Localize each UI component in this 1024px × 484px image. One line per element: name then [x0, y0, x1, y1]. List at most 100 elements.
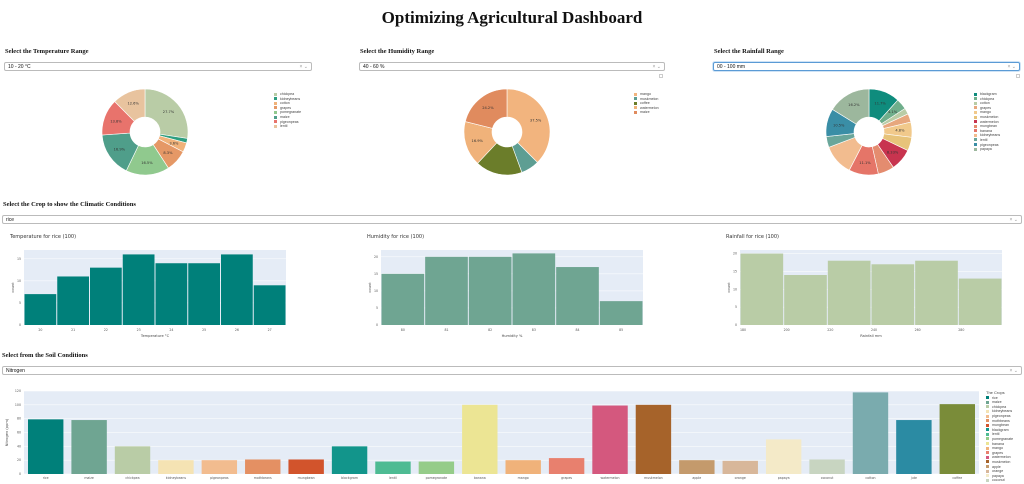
x-tick-label: 22	[104, 328, 108, 332]
histogram-bar	[740, 253, 784, 325]
legend-item-watermelon[interactable]: watermelon	[974, 120, 1000, 125]
legend-item-coconut[interactable]: coconut	[986, 478, 1013, 483]
legend-item-lentil[interactable]: lentil	[986, 432, 1013, 437]
crop-dropdown[interactable]: rice × ⌄	[2, 215, 1022, 224]
soil-bar-maize	[71, 420, 107, 474]
rainfall-range-dropdown[interactable]: 00 - 100 mm × ⌄	[713, 62, 1020, 71]
y-tick-label: 10	[374, 289, 378, 293]
x-tick-label: mungbean	[298, 476, 315, 480]
legend-item-lentil[interactable]: lentil	[274, 124, 301, 129]
legend-item-apple[interactable]: apple	[986, 465, 1013, 470]
soil-bar-jute	[896, 420, 932, 474]
legend-item-chickpea[interactable]: chickpea	[986, 405, 1013, 410]
legend-label: mango	[992, 446, 1003, 451]
legend-item-mothbeans[interactable]: mothbeans	[986, 419, 1013, 424]
legend-swatch	[986, 396, 989, 400]
clear-icon[interactable]: × ⌄	[1007, 64, 1016, 70]
soil-dropdown[interactable]: Nitrogen × ⌄	[2, 366, 1022, 375]
legend-item-chickpea[interactable]: chickpea	[974, 97, 1000, 102]
y-tick-label: 5	[376, 306, 378, 310]
humidity-histogram: Humidity for rice (100) 0 5 10 15 20 80 81 82 83 8…	[367, 234, 643, 338]
donut-slice-mango	[506, 88, 551, 163]
soil-bar-muskmelon	[635, 404, 672, 474]
legend-item-lentil[interactable]: lentil	[974, 138, 1000, 143]
legend-item-rice[interactable]: rice	[986, 396, 1013, 401]
legend-item-muskmelon[interactable]: muskmelon	[986, 460, 1013, 465]
legend-item-maize[interactable]: maize	[986, 400, 1013, 405]
clear-icon[interactable]: × ⌄	[652, 64, 661, 70]
legend-item-mango[interactable]: mango	[986, 446, 1013, 451]
legend-label: cotton	[980, 101, 990, 106]
legend-item-kidneybeans[interactable]: kidneybeans	[974, 133, 1000, 138]
crop-value: rice	[6, 217, 15, 223]
humidity-range-dropdown[interactable]: 40 - 60 % × ⌄	[359, 62, 665, 71]
legend-item-pigeonpeas[interactable]: pigeonpeas	[274, 120, 301, 125]
legend-label: kidneybeans	[980, 133, 1001, 138]
legend-item-mango[interactable]: mango	[634, 92, 659, 97]
y-tick-label: 5	[19, 301, 21, 305]
legend-item-mungbean[interactable]: mungbean	[974, 124, 1000, 129]
clear-icon[interactable]: × ⌄	[299, 64, 308, 70]
y-tick-label: 0	[376, 323, 378, 327]
legend-item-banana[interactable]: banana	[986, 442, 1013, 447]
legend-item-watermelon[interactable]: watermelon	[634, 106, 659, 111]
plot-area	[740, 250, 1002, 325]
legend-item-pomegranate[interactable]: pomegranate	[986, 437, 1013, 442]
y-tick-label: 0	[19, 472, 21, 476]
y-tick-label: 15	[733, 269, 737, 273]
soil-bar-mango	[505, 460, 541, 474]
legend-item-orange[interactable]: orange	[986, 469, 1013, 474]
y-tick-label: 20	[733, 252, 737, 256]
legend-swatch	[274, 97, 277, 101]
chevron-down-icon: ⌄	[1011, 64, 1016, 70]
histogram-bar	[155, 263, 188, 325]
legend-item-mungbean[interactable]: mungbean	[986, 423, 1013, 428]
legend-item-papaya[interactable]: papaya	[974, 147, 1000, 152]
legend-item-maize[interactable]: maize	[274, 115, 301, 120]
legend-item-kidneybeans[interactable]: kidneybeans	[986, 409, 1013, 414]
legend-item-pomegranate[interactable]: pomegranate	[274, 110, 301, 115]
legend-swatch	[274, 106, 277, 110]
legend-item-banana[interactable]: banana	[974, 129, 1000, 134]
legend-item-muskmelon[interactable]: muskmelon	[974, 115, 1000, 120]
donut-slice-label: 4.8%	[895, 129, 905, 133]
legend-label: chickpea	[992, 404, 1007, 409]
rainfall-range-label: Select the Rainfall Range	[714, 48, 784, 55]
legend-item-kidneybeans[interactable]: kidneybeans	[274, 97, 301, 102]
legend-item-grapes[interactable]: grapes	[986, 451, 1013, 456]
legend-item-mango[interactable]: mango	[974, 110, 1000, 115]
histogram-bar	[958, 278, 1002, 325]
donut-slice-label: 16.9%	[114, 148, 126, 152]
legend-item-grapes[interactable]: grapes	[274, 106, 301, 111]
legend-item-papaya[interactable]: papaya	[986, 474, 1013, 479]
legend-swatch	[634, 97, 637, 101]
donut-slice-label: 16.5%	[141, 161, 153, 165]
x-tick-label: blackgram	[341, 476, 358, 480]
temperature-range-dropdown[interactable]: 10 - 20 °C × ⌄	[4, 62, 312, 71]
legend-item-cotton[interactable]: cotton	[274, 101, 301, 106]
histogram-bar	[122, 254, 155, 325]
clear-icon[interactable]: × ⌄	[1009, 217, 1018, 223]
humidity-range-value: 40 - 60 %	[363, 64, 385, 70]
soil-bar-kidneybeans	[158, 460, 194, 474]
legend-item-chickpea[interactable]: chickpea	[274, 92, 301, 97]
x-tick-label: 240	[871, 328, 877, 332]
legend-label: grapes	[280, 105, 291, 110]
soil-conditions-label: Select from the Soil Conditions	[2, 352, 88, 359]
humidity-donut-legend: mango muskmelon coffee watermelon maize	[634, 92, 659, 115]
y-tick-label: 15	[17, 257, 21, 261]
clear-icon[interactable]: × ⌄	[1009, 368, 1018, 374]
legend-item-muskmelon[interactable]: muskmelon	[634, 97, 659, 102]
legend-swatch	[986, 469, 989, 473]
x-tick-label: 25	[202, 328, 206, 332]
legend-item-grapes[interactable]: grapes	[974, 106, 1000, 111]
legend-item-blackgram[interactable]: blackgram	[974, 92, 1000, 97]
legend-item-pigeonpeas[interactable]: pigeonpeas	[986, 414, 1013, 419]
legend-item-coffee[interactable]: coffee	[634, 101, 659, 106]
legend-label: apple	[992, 464, 1001, 469]
legend-item-maize[interactable]: maize	[634, 110, 659, 115]
legend-item-pigeonpeas[interactable]: pigeonpeas	[974, 143, 1000, 148]
legend-item-blackgram[interactable]: blackgram	[986, 428, 1013, 433]
legend-item-watermelon[interactable]: watermelon	[986, 455, 1013, 460]
legend-item-cotton[interactable]: cotton	[974, 101, 1000, 106]
